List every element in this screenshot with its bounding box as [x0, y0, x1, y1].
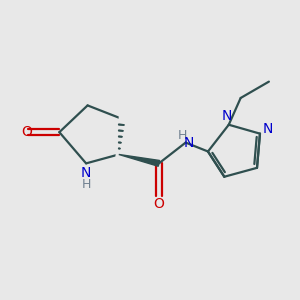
Text: H: H: [81, 178, 91, 191]
Text: O: O: [21, 125, 32, 139]
Text: O: O: [154, 197, 164, 212]
Text: N: N: [184, 136, 194, 150]
Text: N: N: [81, 166, 91, 180]
Text: H: H: [177, 129, 187, 142]
Text: N: N: [222, 110, 232, 123]
Text: N: N: [263, 122, 274, 136]
Polygon shape: [119, 154, 160, 166]
